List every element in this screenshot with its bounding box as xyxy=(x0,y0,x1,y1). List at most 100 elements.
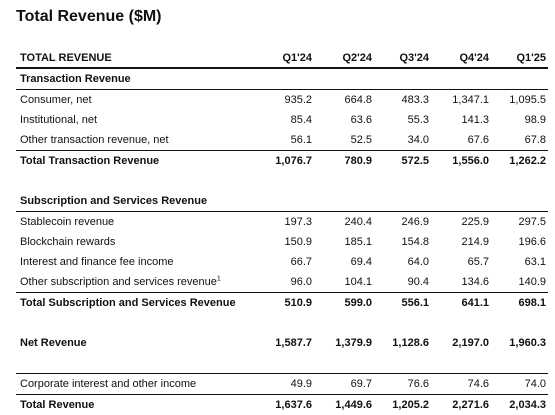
cell: 49.9 xyxy=(290,378,312,390)
row-label: Total Subscription and Services Revenue xyxy=(20,297,236,309)
table-row: Institutional, net 85.4 63.6 55.3 141.3 … xyxy=(16,110,548,130)
section-heading-transaction: Transaction Revenue xyxy=(16,69,548,89)
table-row: Other subscription and services revenue1… xyxy=(16,272,548,292)
cell: 572.5 xyxy=(401,155,429,167)
row-label-with-footnote: Other subscription and services revenue1 xyxy=(20,272,221,292)
cell: 2,271.6 xyxy=(452,399,489,411)
cell: 1,449.6 xyxy=(335,399,372,411)
section-heading-label: Transaction Revenue xyxy=(20,73,131,85)
row-label: Institutional, net xyxy=(20,114,98,126)
cell: 65.7 xyxy=(467,256,489,268)
cell: 55.3 xyxy=(407,114,429,126)
cell: 56.1 xyxy=(290,134,312,146)
cell: 150.9 xyxy=(284,236,312,248)
column-header: Q1'24 xyxy=(282,52,312,64)
cell: 69.4 xyxy=(350,256,372,268)
cell: 1,637.6 xyxy=(275,399,312,411)
cell: 69.7 xyxy=(350,378,372,390)
cell: 63.6 xyxy=(350,114,372,126)
row-label: Other transaction revenue, net xyxy=(20,134,169,146)
cell: 67.8 xyxy=(524,134,546,146)
cell: 140.9 xyxy=(518,276,546,288)
cell: 74.0 xyxy=(524,378,546,390)
cell: 34.0 xyxy=(407,134,429,146)
table-row: Stablecoin revenue 197.3 240.4 246.9 225… xyxy=(16,211,548,232)
cell: 214.9 xyxy=(461,236,489,248)
column-header: Q3'24 xyxy=(399,52,429,64)
column-header: Q2'24 xyxy=(342,52,372,64)
total-row-subscription: Total Subscription and Services Revenue … xyxy=(16,292,548,313)
cell: 197.3 xyxy=(284,216,312,228)
total-revenue-row: Total Revenue 1,637.6 1,449.6 1,205.2 2,… xyxy=(16,394,548,415)
section-heading-subscription: Subscription and Services Revenue xyxy=(16,191,548,211)
table-row: Consumer, net 935.2 664.8 483.3 1,347.1 … xyxy=(16,89,548,110)
cell: 1,379.9 xyxy=(335,337,372,349)
cell: 599.0 xyxy=(344,297,372,309)
cell: 1,347.1 xyxy=(452,94,489,106)
cell: 935.2 xyxy=(284,94,312,106)
cell: 556.1 xyxy=(401,297,429,309)
cell: 246.9 xyxy=(401,216,429,228)
row-label: Consumer, net xyxy=(20,94,92,106)
cell: 104.1 xyxy=(344,276,372,288)
table-row: Interest and finance fee income 66.7 69.… xyxy=(16,252,548,272)
cell: 225.9 xyxy=(461,216,489,228)
cell: 1,960.3 xyxy=(509,337,546,349)
cell: 2,034.3 xyxy=(509,399,546,411)
cell: 76.6 xyxy=(407,378,429,390)
cell: 780.9 xyxy=(344,155,372,167)
cell: 1,205.2 xyxy=(392,399,429,411)
cell: 1,556.0 xyxy=(452,155,489,167)
cell: 2,197.0 xyxy=(452,337,489,349)
cell: 1,587.7 xyxy=(275,337,312,349)
cell: 74.6 xyxy=(467,378,489,390)
cell: 1,095.5 xyxy=(509,94,546,106)
cell: 297.5 xyxy=(518,216,546,228)
cell: 98.9 xyxy=(524,114,546,126)
row-label: Other subscription and services revenue xyxy=(20,276,217,288)
row-label: Stablecoin revenue xyxy=(20,216,115,228)
row-label: Total Revenue xyxy=(20,399,95,411)
cell: 66.7 xyxy=(290,256,312,268)
spacer xyxy=(16,353,548,373)
table-row: Blockchain rewards 150.9 185.1 154.8 214… xyxy=(16,232,548,252)
net-revenue-row: Net Revenue 1,587.7 1,379.9 1,128.6 2,19… xyxy=(16,333,548,353)
cell: 483.3 xyxy=(401,94,429,106)
column-header: Q1'25 xyxy=(516,52,546,64)
cell: 52.5 xyxy=(350,134,372,146)
cell: 1,128.6 xyxy=(392,337,429,349)
row-label: Interest and finance fee income xyxy=(20,256,174,268)
cell: 641.1 xyxy=(461,297,489,309)
cell: 1,076.7 xyxy=(275,155,312,167)
spacer xyxy=(16,313,548,333)
table-row: Other transaction revenue, net 56.1 52.5… xyxy=(16,130,548,150)
section-heading-label: Subscription and Services Revenue xyxy=(20,195,208,207)
cell: 141.3 xyxy=(461,114,489,126)
cell: 154.8 xyxy=(401,236,429,248)
table-header-row: TOTAL REVENUE Q1'24 Q2'24 Q3'24 Q4'24 Q1… xyxy=(16,49,548,69)
total-row-transaction: Total Transaction Revenue 1,076.7 780.9 … xyxy=(16,150,548,171)
cell: 510.9 xyxy=(284,297,312,309)
cell: 96.0 xyxy=(290,276,312,288)
column-header: Q4'24 xyxy=(459,52,489,64)
cell: 185.1 xyxy=(344,236,372,248)
cell: 1,262.2 xyxy=(509,155,546,167)
row-label: Blockchain rewards xyxy=(20,236,116,248)
row-label: Total Transaction Revenue xyxy=(20,155,160,167)
revenue-table: TOTAL REVENUE Q1'24 Q2'24 Q3'24 Q4'24 Q1… xyxy=(16,49,548,415)
footnote-marker: 1 xyxy=(216,275,221,283)
header-label: TOTAL REVENUE xyxy=(20,52,112,64)
cell: 664.8 xyxy=(344,94,372,106)
table-row: Corporate interest and other income 49.9… xyxy=(16,373,548,394)
page-title: Total Revenue ($M) xyxy=(16,8,162,25)
row-label: Corporate interest and other income xyxy=(20,378,197,390)
cell: 240.4 xyxy=(344,216,372,228)
cell: 698.1 xyxy=(518,297,546,309)
cell: 90.4 xyxy=(407,276,429,288)
spacer xyxy=(16,171,548,191)
cell: 63.1 xyxy=(524,256,546,268)
cell: 196.6 xyxy=(518,236,546,248)
row-label: Net Revenue xyxy=(20,337,87,349)
cell: 64.0 xyxy=(407,256,429,268)
cell: 85.4 xyxy=(290,114,312,126)
